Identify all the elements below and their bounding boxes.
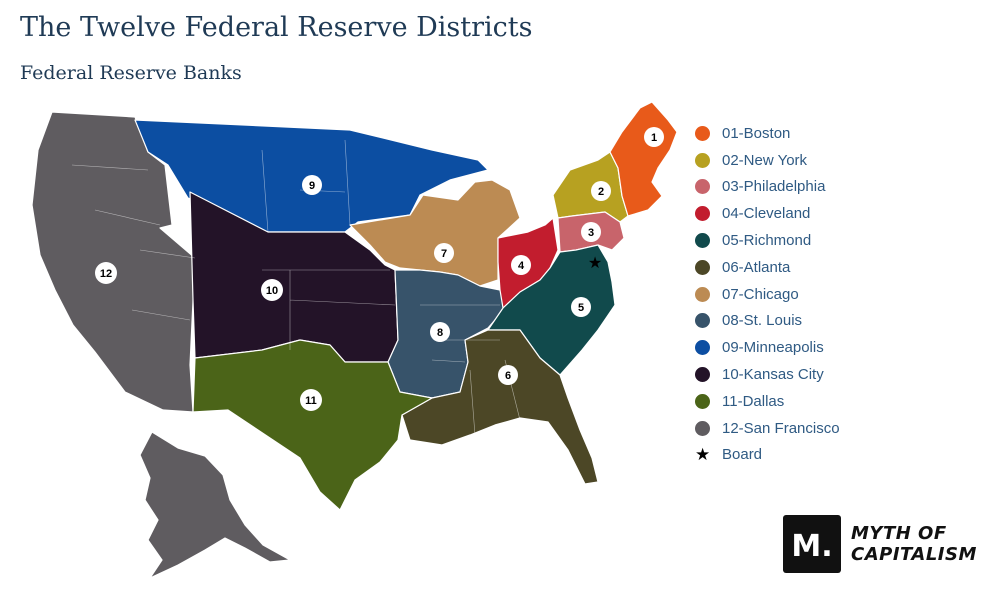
legend-label: 04-Cleveland (722, 205, 811, 223)
district-label-1: 1 (651, 132, 657, 144)
us-federal-reserve-map (31, 101, 678, 579)
logo-line-1: MYTH OF (851, 523, 947, 544)
district-marker-3[interactable]: 3 (581, 222, 601, 242)
legend-dot (695, 179, 710, 195)
legend-dot (695, 233, 710, 249)
district-marker-7[interactable]: 7 (434, 243, 454, 263)
legend-label: 10-Kansas City (722, 366, 824, 384)
legend-dot (695, 259, 710, 275)
legend-item-boston[interactable]: 01-Boston (695, 120, 895, 147)
district-label-7: 7 (441, 248, 447, 260)
page-subtitle: Federal Reserve Banks (20, 62, 242, 84)
legend-item-san-francisco[interactable]: 12-San Francisco (695, 415, 895, 442)
district-marker-5[interactable]: 5 (571, 297, 591, 317)
legend-dot (695, 152, 710, 168)
district-12-alaska[interactable] (139, 431, 291, 579)
legend-item-new-york[interactable]: 02-New York (695, 147, 895, 174)
district-label-2: 2 (598, 186, 604, 198)
logo-m-icon: M. (791, 529, 832, 564)
district-marker-12[interactable]: 12 (95, 262, 117, 284)
district-marker-8[interactable]: 8 (430, 322, 450, 342)
legend-item-dallas[interactable]: 11-Dallas (695, 388, 895, 415)
district-label-6: 6 (505, 370, 511, 382)
legend-label: Board (722, 446, 763, 464)
logo-line-2: CAPITALISM (851, 544, 977, 565)
board-star-icon[interactable]: ★ (588, 253, 602, 272)
legend-label: 01-Boston (722, 124, 791, 142)
legend-label: 09-Minneapolis (722, 339, 824, 357)
legend-dot (695, 206, 710, 222)
legend-dot (695, 340, 710, 356)
legend-label: 12-San Francisco (722, 419, 840, 437)
logo-mark-text: M. (791, 529, 832, 564)
district-label-5: 5 (578, 302, 584, 314)
district-marker-11[interactable]: 11 (300, 389, 322, 411)
district-label-4: 4 (518, 260, 525, 272)
legend-dot (695, 286, 710, 302)
district-label-8: 8 (437, 327, 443, 339)
legend-label: 07-Chicago (722, 285, 799, 303)
legend-dot (695, 420, 710, 436)
district-marker-10[interactable]: 10 (261, 279, 283, 301)
star-icon: ★ (695, 444, 711, 464)
legend-item-minneapolis[interactable]: 09-Minneapolis (695, 334, 895, 361)
district-label-12: 12 (100, 268, 112, 280)
district-marker-9[interactable]: 9 (302, 175, 322, 195)
legend-dot (695, 313, 710, 329)
legend-item-atlanta[interactable]: 06-Atlanta (695, 254, 895, 281)
legend-label: 06-Atlanta (722, 258, 791, 276)
district-marker-2[interactable]: 2 (591, 181, 611, 201)
legend-item-chicago[interactable]: 07-Chicago (695, 281, 895, 308)
district-label-10: 10 (266, 285, 278, 297)
legend-label: 08-St. Louis (722, 312, 803, 330)
legend-item-kansas-city[interactable]: 10-Kansas City (695, 361, 895, 388)
legend-dot (695, 367, 710, 383)
logo-mark: M. (783, 515, 841, 573)
legend-label: 02-New York (722, 151, 808, 169)
legend-label: 11-Dallas (722, 392, 785, 410)
legend-item-richmond[interactable]: 05-Richmond (695, 227, 895, 254)
legend-item-cleveland[interactable]: 04-Cleveland (695, 200, 895, 227)
district-label-11: 11 (305, 395, 317, 407)
legend-label: 05-Richmond (722, 232, 812, 250)
district-marker-4[interactable]: 4 (511, 255, 531, 275)
legend-label: 03-Philadelphia (722, 178, 826, 196)
district-12-region[interactable] (31, 111, 196, 413)
district-marker-1[interactable]: 1 (644, 127, 664, 147)
district-marker-6[interactable]: 6 (498, 365, 518, 385)
legend-dot (695, 393, 710, 409)
legend-dot (695, 125, 710, 141)
district-label-3: 3 (588, 227, 594, 239)
logo-wordmark: MYTH OF CAPITALISM (851, 523, 977, 565)
legend-item-philadelphia[interactable]: 03-Philadelphia (695, 174, 895, 201)
page-title: The Twelve Federal Reserve Districts (20, 12, 533, 43)
legend: 01-Boston 02-New York 03-Philadelphia 04… (695, 120, 895, 468)
myth-of-capitalism-logo: M. MYTH OF CAPITALISM (783, 515, 977, 573)
legend-item-st-louis[interactable]: 08-St. Louis (695, 308, 895, 335)
district-11-region[interactable] (192, 339, 433, 511)
legend-item-board[interactable]: ★ Board (695, 442, 895, 469)
district-label-9: 9 (309, 180, 315, 192)
